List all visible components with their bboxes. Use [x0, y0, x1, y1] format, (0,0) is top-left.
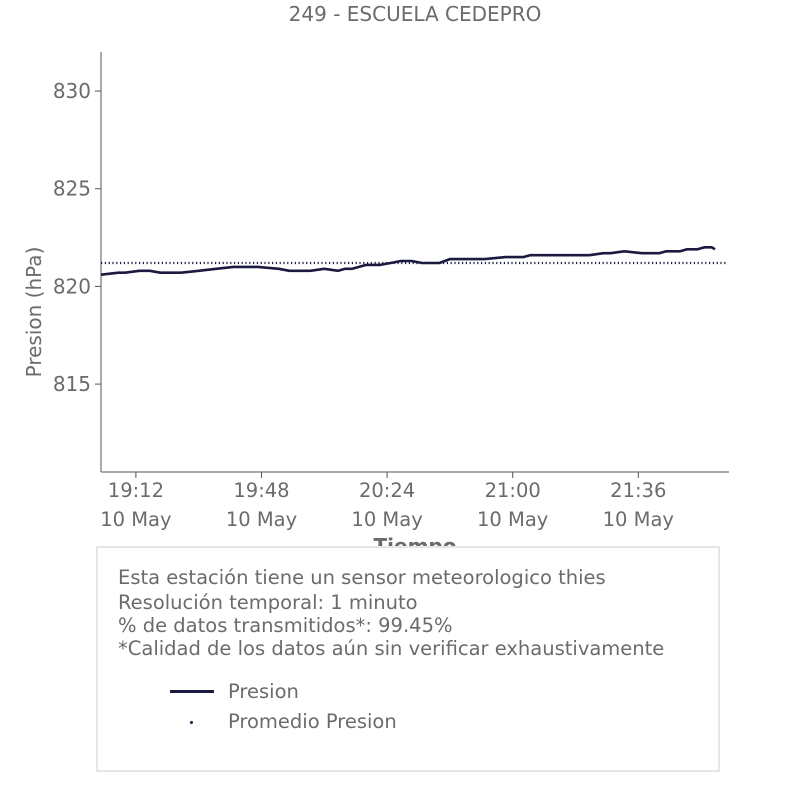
x-tick-label-time: 20:24	[359, 479, 415, 502]
y-tick-label: 830	[53, 79, 91, 103]
info-legend-box: Esta estación tiene un sensor meteorolog…	[96, 546, 720, 772]
info-line-transmitted: % de datos transmitidos*: 99.45%	[118, 614, 453, 637]
y-axis-label: Presion (hPa)	[22, 247, 46, 378]
legend-label-presion: Presion	[228, 680, 299, 703]
x-tick-label-date: 10 May	[226, 508, 297, 531]
x-tick-label-time: 19:12	[108, 479, 164, 502]
x-tick-label-time: 21:00	[485, 479, 541, 502]
x-tick-label-time: 21:36	[610, 479, 666, 502]
x-tick-label-date: 10 May	[351, 508, 422, 531]
y-tick-label: 815	[53, 372, 91, 396]
chart-title: 249 - ESCUELA CEDEPRO	[288, 2, 542, 26]
legend-swatch-solid	[170, 690, 214, 693]
x-tick-label-time: 19:48	[233, 479, 289, 502]
info-line-resolution: Resolución temporal: 1 minuto	[118, 591, 418, 614]
x-tick-label-date: 10 May	[603, 508, 674, 531]
legend-label-promedio: Promedio Presion	[228, 710, 397, 733]
series-line-presion	[100, 246, 716, 276]
x-tick-label-date: 10 May	[100, 508, 171, 531]
info-line-quality-note: *Calidad de los datos aún sin verificar …	[118, 637, 665, 660]
y-tick-label: 820	[53, 274, 91, 298]
x-tick-label-date: 10 May	[477, 508, 548, 531]
y-tick-label: 825	[53, 177, 91, 201]
legend-swatch-dot	[190, 721, 193, 724]
info-line-sensor: Esta estación tiene un sensor meteorolog…	[118, 566, 606, 589]
